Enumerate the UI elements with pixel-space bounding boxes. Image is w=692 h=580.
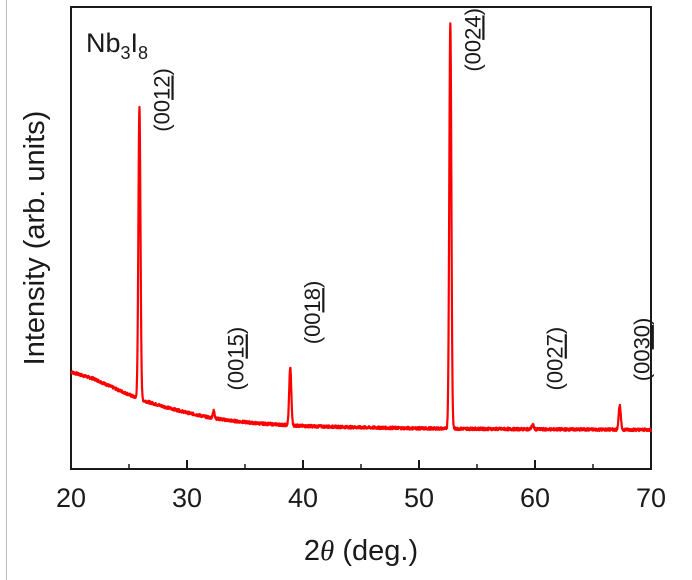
peak-annotation: (0024) [460, 8, 485, 72]
peak-annotation: (0018) [300, 281, 325, 345]
peak-annotation: (0027) [543, 327, 568, 391]
x-tick-label: 30 [172, 483, 202, 513]
x-tick-label: 70 [636, 483, 666, 513]
peak-annotation: (0012) [149, 68, 174, 132]
peak-annotations: (0012) (0015) (0018) (0024) (0027) (0030) [149, 8, 654, 390]
x-tick-label: 50 [404, 483, 434, 513]
intensity-series-line [70, 22, 653, 433]
x-axis-tick-labels: 20 30 40 50 60 70 [56, 483, 666, 513]
x-tick-label: 40 [288, 483, 318, 513]
y-axis-title: Intensity (arb. units) [19, 111, 51, 366]
peak-annotation: (0015) [224, 327, 249, 391]
x-axis-title: 2θ (deg.) [304, 535, 418, 567]
x-tick-label: 60 [520, 483, 550, 513]
page-left-rule [6, 0, 7, 580]
x-axis-ticks [70, 460, 652, 469]
compound-label: Nb3I8 [86, 28, 148, 63]
x-tick-label: 20 [56, 483, 86, 513]
peak-annotation: (0030) [630, 318, 655, 382]
